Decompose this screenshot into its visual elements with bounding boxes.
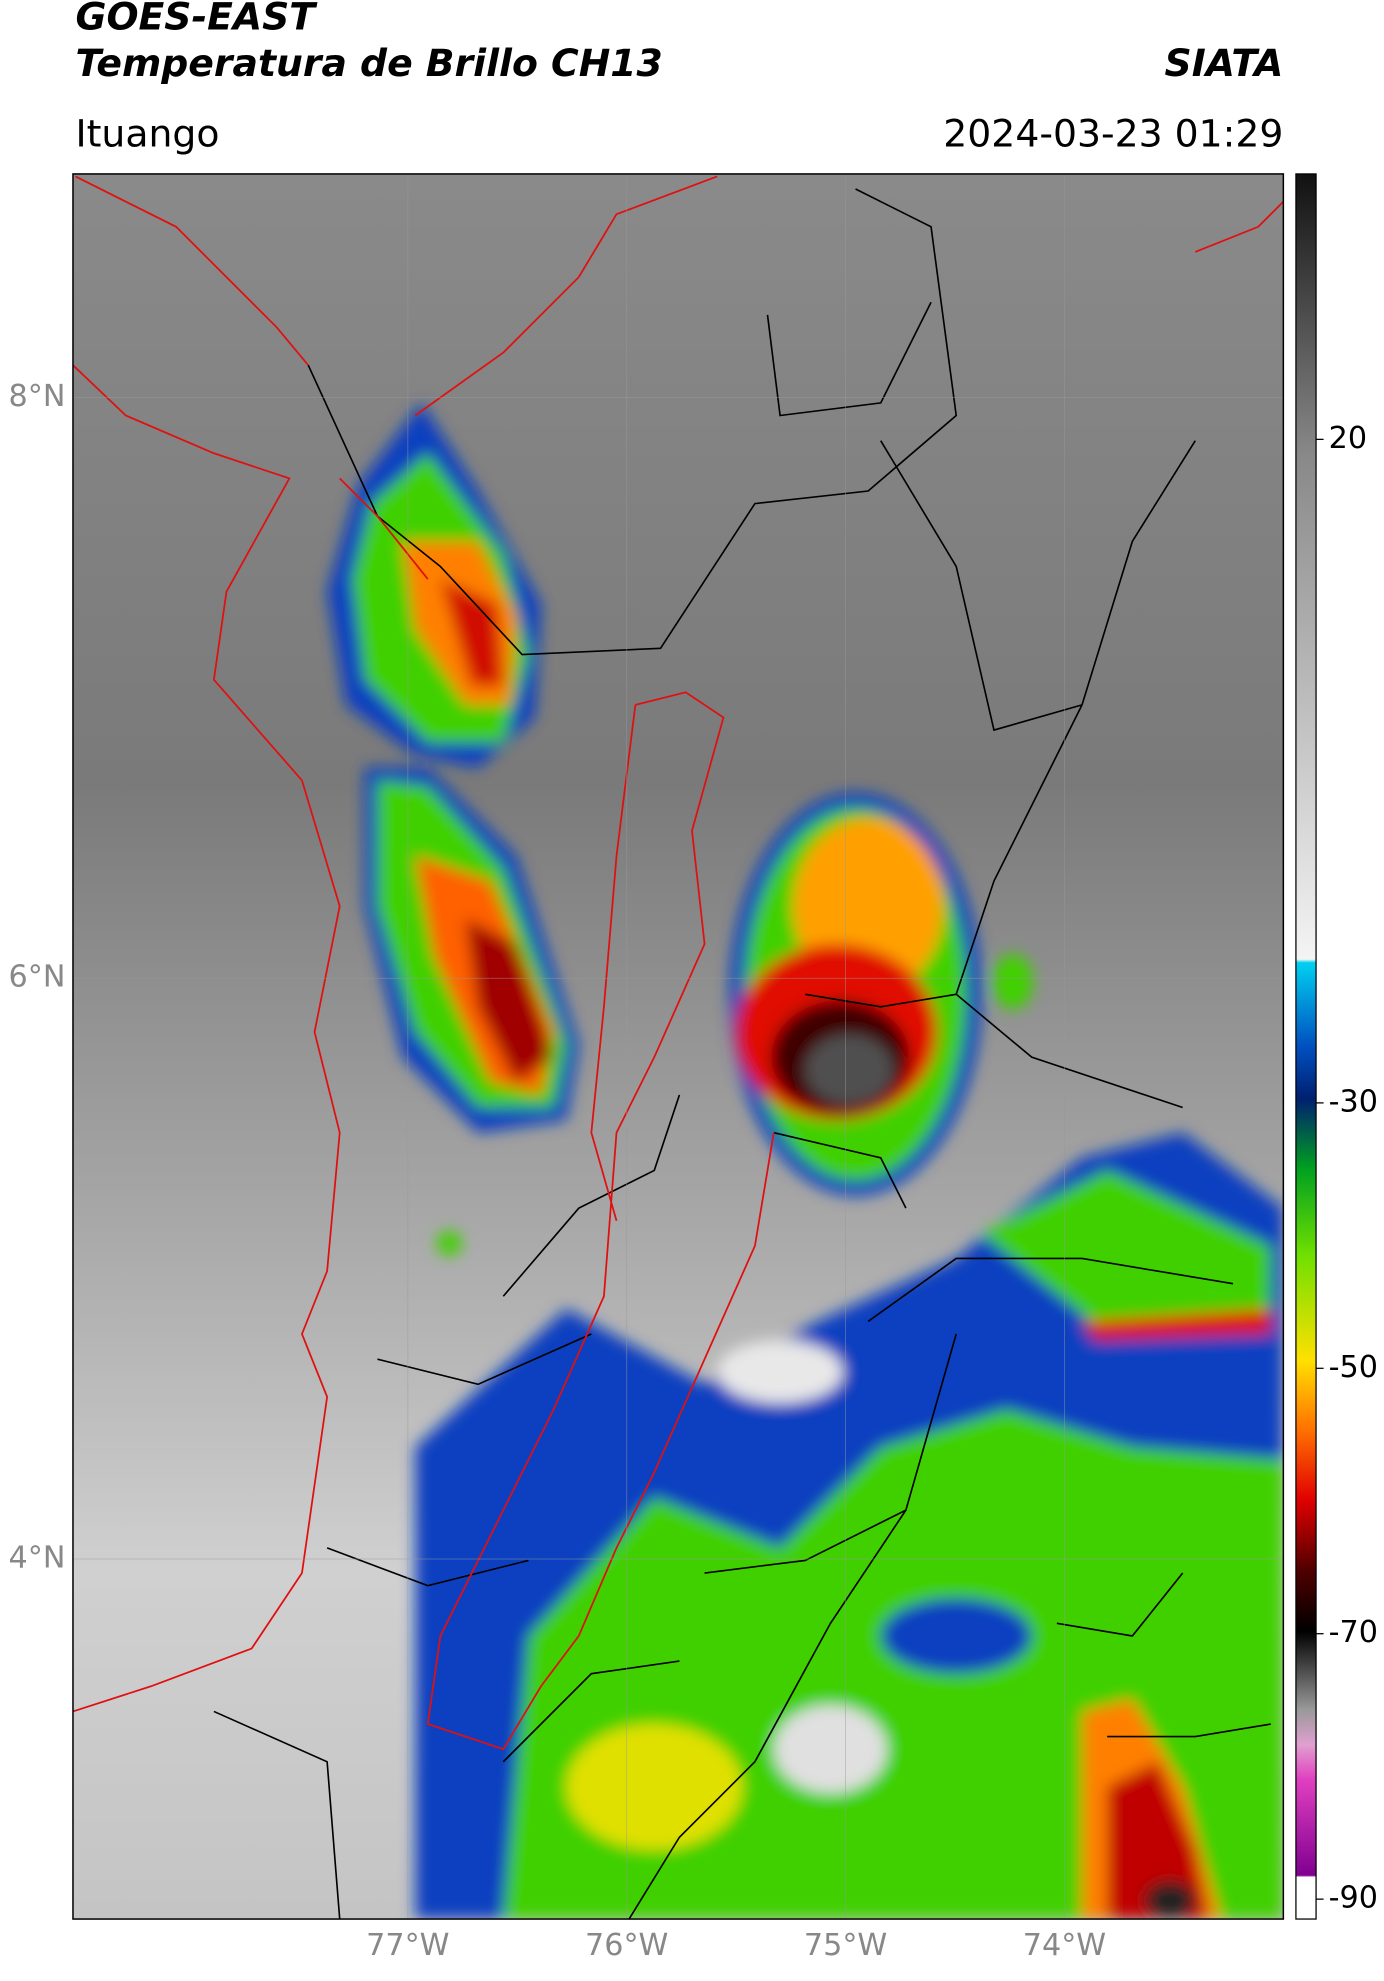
y-tick-label: 6°N [9,960,66,995]
boundaries [72,175,1284,1920]
source: SIATA [1165,41,1284,85]
x-tick-label: 74°W [1023,1928,1106,1963]
y-tick-label: 4°N [9,1540,66,1575]
x-tick-label: 76°W [585,1928,668,1963]
colorbar-tick-label: -90 [1329,1881,1378,1916]
x-tick-label: 75°W [804,1928,887,1963]
satellite-image [72,173,1284,1920]
map-frame [72,173,1285,1920]
graticule [72,173,1284,1920]
tick-layer: 77°W 76°W 75°W 74°W 8°N 6°N 4°N 20 -30 -50 -70 -90 [9,379,1378,1963]
colorbar-tick-label: 20 [1329,421,1367,456]
x-tick-label: 77°W [366,1928,449,1963]
datetime: 2024-03-23 01:29 [943,112,1283,156]
colorbar-tick-label: -50 [1329,1350,1378,1385]
location: Ituango [75,112,219,156]
colorbar [1295,173,1317,1920]
title: GOES-EAST [75,0,318,39]
colorbar-tick-label: -70 [1329,1615,1378,1650]
colorbar-tick-label: -30 [1329,1084,1378,1119]
subtitle: Temperatura de Brillo CH13 [75,41,662,85]
y-tick-label: 8°N [9,379,66,414]
